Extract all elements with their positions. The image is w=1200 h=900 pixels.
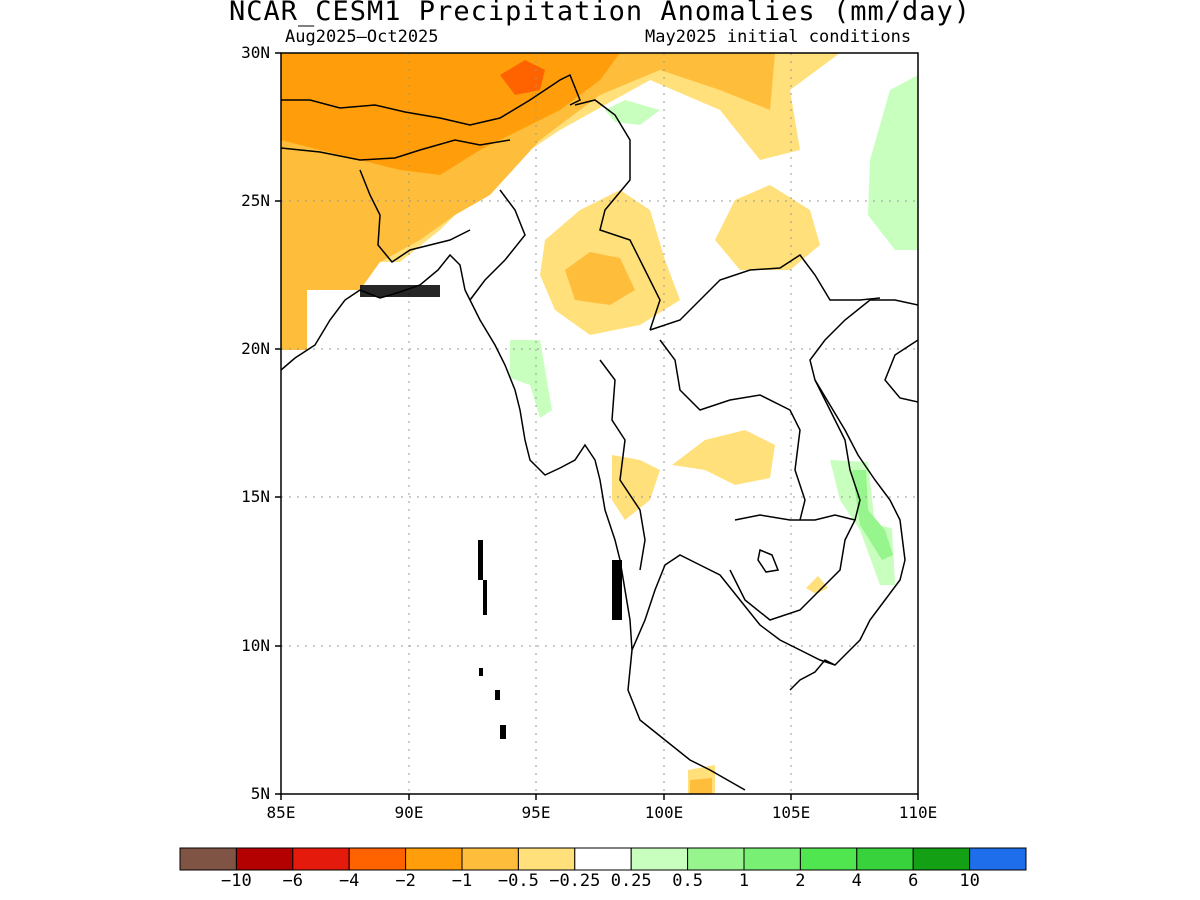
- colorbar-swatch: [461, 847, 519, 871]
- colorbar-swatch: [799, 847, 858, 871]
- mekong-delta: [789, 659, 836, 691]
- colorbar-label: 2: [795, 871, 806, 891]
- colorbar-label: 0.5: [672, 871, 703, 891]
- grid-lines: [281, 53, 918, 794]
- lon-label-105e: 105E: [771, 803, 811, 822]
- colorbar-label: 10: [959, 871, 980, 891]
- lat-label-30n: 30N: [241, 43, 270, 62]
- india-coast: [281, 289, 361, 371]
- colorbar-swatch: [912, 847, 971, 871]
- colorbar-swatch: [687, 847, 745, 871]
- islands: [360, 285, 622, 739]
- map-title: NCAR_CESM1 Precipitation Anomalies (mm/d…: [229, 0, 971, 27]
- myanmar-coast: [464, 289, 746, 791]
- colorbar-label: 4: [851, 871, 862, 891]
- india-myanmar-border: [469, 189, 526, 301]
- lon-label-85e: 85E: [266, 803, 296, 822]
- colorbar-label: −10: [221, 871, 252, 891]
- initial-conditions: May2025 initial conditions: [645, 27, 912, 47]
- map-frame: [280, 52, 919, 795]
- lat-label-25n: 25N: [241, 191, 270, 210]
- lat-label-5n: 5N: [250, 784, 270, 803]
- thailand-myanmar-border: [599, 359, 646, 571]
- colorbar-label: 0.25: [610, 871, 652, 891]
- dry-anomaly-thailand: [672, 430, 775, 485]
- colorbar-swatch: [348, 847, 407, 871]
- wet-anomaly-south-china: [868, 75, 918, 250]
- lat-label-20n: 20N: [241, 339, 270, 358]
- nepal-bhutan-border: [281, 139, 511, 161]
- vietnam-laos-border: [814, 379, 861, 521]
- himalaya-border: [281, 73, 581, 126]
- tonle-sap: [757, 548, 780, 573]
- colorbar-swatch: [856, 847, 914, 871]
- dry-anomaly-west-thailand: [612, 455, 660, 520]
- lon-label-110e: 110E: [898, 803, 938, 822]
- colorbar-swatch: [969, 847, 1027, 871]
- dry-anomaly-core-myanmar: [565, 252, 635, 305]
- dry-anomaly-cambodia: [806, 576, 828, 594]
- colorbar-swatch: [235, 847, 294, 871]
- wet-anomaly-east-tibet: [605, 100, 660, 125]
- colorbar-label: −0.5: [497, 871, 539, 891]
- cambodia-border: [729, 514, 857, 621]
- lat-label-15n: 15N: [241, 487, 270, 506]
- gulf-of-thailand-coast: [631, 299, 918, 666]
- colorbar-swatch: [179, 847, 237, 871]
- dry-anomaly-malaysia-mid: [690, 778, 712, 794]
- lon-label-100e: 100E: [644, 803, 684, 822]
- dry-anomaly-max-tibet: [500, 60, 545, 95]
- lon-label-95e: 95E: [521, 803, 551, 822]
- colorbar-swatch: [517, 847, 576, 871]
- tick-marks: [275, 52, 919, 800]
- colorbar-label: −2: [395, 871, 416, 891]
- colorbar-label: −0.25: [549, 871, 601, 891]
- colorbar-swatch: [574, 847, 632, 871]
- forecast-period: Aug2025–Oct2025: [285, 27, 439, 47]
- colorbar-label: −6: [282, 871, 304, 891]
- colorbar-label: −1: [451, 871, 473, 891]
- colorbar: [179, 847, 1027, 871]
- anomaly-field: [281, 53, 918, 794]
- dry-anomaly-yunnan: [715, 185, 820, 270]
- colorbar-swatch: [405, 847, 463, 871]
- lon-label-90e: 90E: [394, 803, 424, 822]
- colorbar-swatch: [743, 847, 801, 871]
- colorbar-label: −4: [338, 871, 360, 891]
- colorbar-swatch: [630, 847, 689, 871]
- myanmar-china-border: [574, 99, 661, 331]
- colorbar-label: 6: [908, 871, 919, 891]
- laos-border: [649, 253, 881, 331]
- wet-anomaly-vietnam-mid: [852, 470, 893, 560]
- colorbar-label: 1: [738, 871, 750, 891]
- lat-label-10n: 10N: [241, 636, 270, 655]
- colorbar-swatch: [292, 847, 350, 871]
- wet-anomaly-myanmar-coast: [510, 340, 552, 418]
- bangladesh-border: [359, 169, 471, 264]
- laos-thailand-border: [659, 339, 806, 521]
- hainan-coast: [884, 339, 918, 403]
